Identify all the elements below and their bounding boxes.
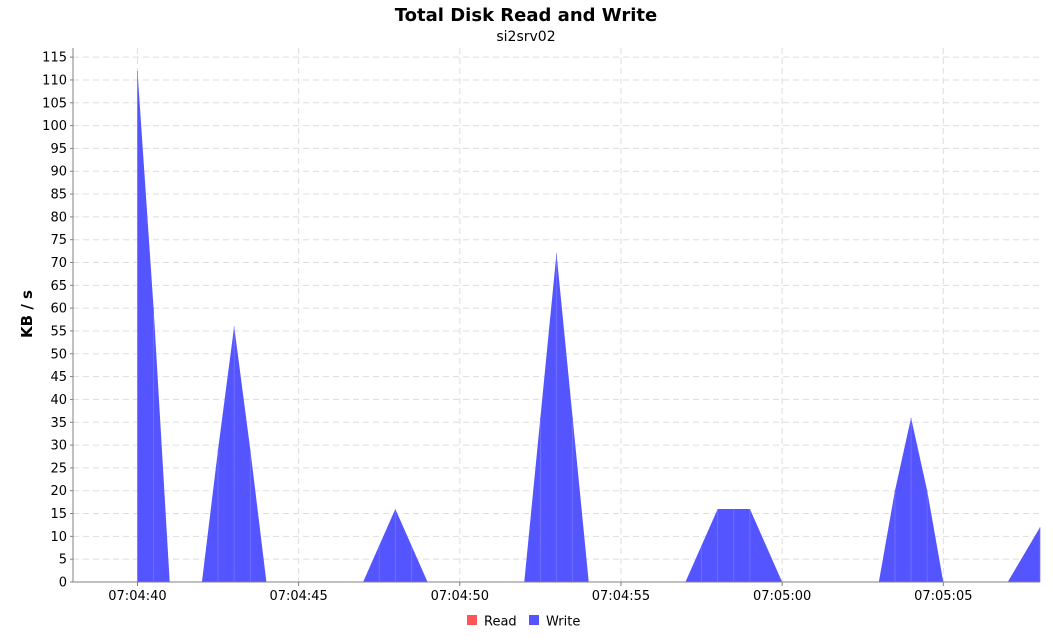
legend-swatch-read bbox=[467, 615, 477, 625]
plot-area bbox=[137, 70, 1041, 583]
y-tick-label: 10 bbox=[50, 530, 67, 545]
y-tick-label: 105 bbox=[42, 96, 67, 111]
x-tick-label: 07:04:55 bbox=[592, 589, 650, 604]
y-tick-label: 55 bbox=[50, 324, 67, 339]
y-tick-label: 115 bbox=[42, 51, 67, 66]
write-series-area bbox=[137, 70, 1040, 583]
y-tick-label: 65 bbox=[50, 279, 67, 294]
legend-swatch-write bbox=[529, 615, 539, 625]
y-tick-label: 25 bbox=[50, 461, 67, 476]
y-tick-label: 110 bbox=[42, 73, 67, 88]
legend-label-read: Read bbox=[484, 615, 517, 630]
y-tick-label: 40 bbox=[50, 393, 67, 408]
y-tick-label: 30 bbox=[50, 439, 67, 454]
y-tick-label: 90 bbox=[50, 165, 67, 180]
y-axis-label: KB / s bbox=[18, 290, 36, 338]
legend-label-write: Write bbox=[546, 615, 580, 630]
y-tick-label: 45 bbox=[50, 370, 67, 385]
x-tick-label: 07:04:40 bbox=[108, 589, 166, 604]
chart-subtitle: si2srv02 bbox=[496, 29, 555, 45]
y-tick-label: 85 bbox=[50, 188, 67, 203]
y-tick-label: 20 bbox=[50, 484, 67, 499]
y-tick-label: 95 bbox=[50, 142, 67, 157]
legend: Read Write bbox=[467, 615, 580, 630]
y-tick-label: 35 bbox=[50, 416, 67, 431]
x-tick-label: 07:04:45 bbox=[269, 589, 327, 604]
y-tick-label: 60 bbox=[50, 302, 67, 317]
y-tick-label: 75 bbox=[50, 233, 67, 248]
y-tick-label: 50 bbox=[50, 347, 67, 362]
chart-title: Total Disk Read and Write bbox=[395, 5, 657, 26]
y-tick-label: 100 bbox=[42, 119, 67, 134]
x-tick-label: 07:05:00 bbox=[753, 589, 811, 604]
y-tick-label: 0 bbox=[59, 576, 67, 591]
x-tick-label: 07:05:05 bbox=[914, 589, 972, 604]
axes: 0 5 10 15 20 25 30 35 40 45 50 55 60 65 70 75 80 85 90 95 10… bbox=[42, 48, 1040, 604]
y-tick-label: 15 bbox=[50, 507, 67, 522]
y-tick-label: 5 bbox=[59, 553, 67, 568]
y-tick-label: 70 bbox=[50, 256, 67, 271]
y-tick-label: 80 bbox=[50, 210, 67, 225]
x-tick-label: 07:04:50 bbox=[431, 589, 489, 604]
